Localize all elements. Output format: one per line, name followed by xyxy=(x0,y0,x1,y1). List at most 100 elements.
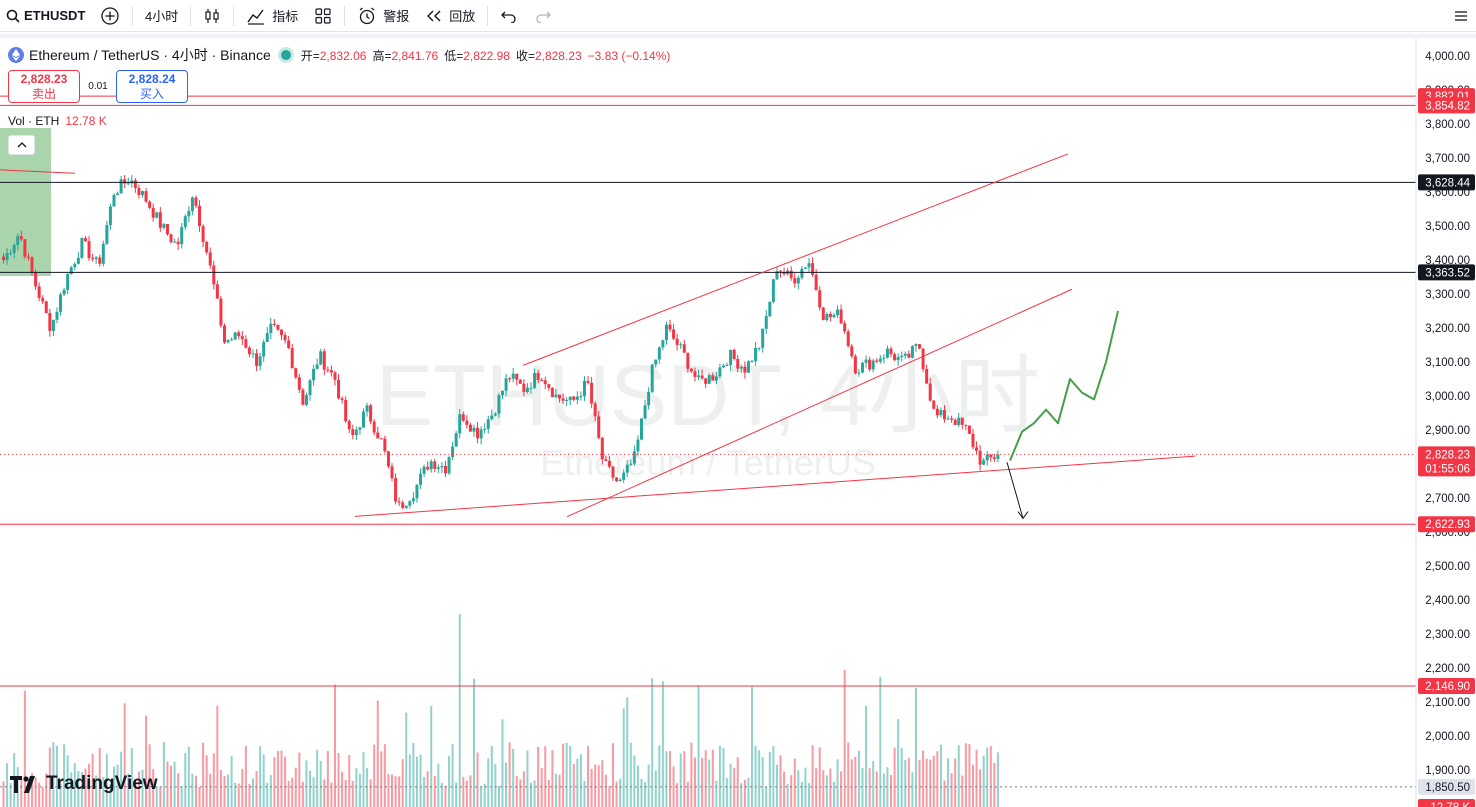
price-tick-label: 2,000.00 xyxy=(1425,731,1470,743)
volume-bar xyxy=(815,768,818,807)
volume-bar xyxy=(309,770,312,807)
candle-body xyxy=(939,410,943,416)
volume-bar xyxy=(159,786,162,807)
candle-body xyxy=(9,252,13,254)
candle-body xyxy=(237,332,241,337)
volume-bar xyxy=(401,759,404,807)
candle-body xyxy=(276,324,280,330)
volume-bar xyxy=(291,777,294,807)
projection-arrow-line xyxy=(1006,462,1024,519)
candle-body xyxy=(501,390,504,396)
candle-body xyxy=(433,461,437,469)
volume-bar xyxy=(137,771,140,807)
volume-bar xyxy=(41,786,44,807)
compare-button[interactable] xyxy=(92,0,128,32)
candle-body xyxy=(821,307,825,321)
volume-bar xyxy=(298,752,301,807)
candle-body xyxy=(190,197,194,211)
candle-body xyxy=(365,405,369,412)
volume-bar xyxy=(537,746,540,807)
menu-button[interactable] xyxy=(1446,0,1476,32)
volume-bar xyxy=(879,676,882,807)
chart-type-button[interactable] xyxy=(195,0,229,32)
candle-body xyxy=(718,367,722,377)
volume-bar xyxy=(145,715,148,807)
volume-bar xyxy=(155,786,158,807)
candle-body xyxy=(736,358,740,369)
candle-body xyxy=(572,396,576,400)
volume-bar xyxy=(982,755,985,807)
redo-button[interactable] xyxy=(526,0,560,32)
alert-button[interactable]: 警报 xyxy=(349,0,417,32)
market-open-icon xyxy=(280,50,291,60)
candle-body xyxy=(451,446,455,458)
candle-body xyxy=(668,324,672,330)
volume-bar xyxy=(622,708,625,807)
volume-bar xyxy=(900,747,903,807)
trend-line-upper-left xyxy=(0,169,76,174)
volume-bar xyxy=(27,784,30,807)
candle-body xyxy=(133,180,137,188)
collapse-legend-button[interactable] xyxy=(8,135,35,155)
undo-button[interactable] xyxy=(492,0,526,32)
candle-body xyxy=(522,383,526,392)
channel-upper-line xyxy=(522,153,1069,366)
buy-button[interactable]: 2,828.24 买入 xyxy=(116,70,188,103)
level-label-badge xyxy=(1418,97,1475,114)
volume-bar xyxy=(319,760,322,807)
indicators-button[interactable]: 指标 xyxy=(238,0,306,32)
volume-bar xyxy=(312,777,315,807)
volume-bar xyxy=(77,771,80,807)
volume-bar xyxy=(451,744,454,807)
candle-body xyxy=(857,372,861,374)
candle-body xyxy=(187,210,191,217)
volume-bar xyxy=(526,750,529,807)
candle-body xyxy=(283,335,287,341)
volume-bar xyxy=(141,769,144,807)
volume-legend[interactable]: Vol · ETH 12.78 K xyxy=(8,114,107,128)
price-axis: 4,000.003,900.003,800.003,700.003,600.00… xyxy=(1415,38,1476,807)
volume-bar xyxy=(348,755,351,807)
candle-body xyxy=(540,380,544,382)
volume-bar xyxy=(847,742,850,807)
candle-body xyxy=(116,193,120,195)
candle-body xyxy=(525,387,529,392)
forecast-curve xyxy=(1009,310,1119,461)
candle-body xyxy=(643,405,647,419)
symbol-search[interactable]: ETHUSDT xyxy=(0,8,92,23)
volume-bar xyxy=(227,774,230,807)
candle-body xyxy=(536,373,540,381)
level-label-badge xyxy=(1418,174,1475,191)
interval-button[interactable]: 4小时 xyxy=(137,0,186,32)
candle-body xyxy=(123,179,127,184)
volume-bar xyxy=(775,764,778,807)
search-icon xyxy=(6,9,20,23)
candle-body xyxy=(853,356,857,374)
candle-body xyxy=(590,382,594,404)
volume-bar xyxy=(658,745,661,807)
candle-body xyxy=(504,378,508,391)
countdown-text: 01:55:06 xyxy=(1425,463,1470,475)
replay-button[interactable]: 回放 xyxy=(417,0,483,32)
layouts-button[interactable] xyxy=(306,0,340,32)
candle-body xyxy=(411,498,415,502)
candle-body xyxy=(946,418,950,420)
volume-bar xyxy=(686,781,689,807)
tradingview-logo[interactable]: TradingView xyxy=(10,773,158,795)
candle-body xyxy=(272,323,276,325)
volume-bar xyxy=(284,756,287,807)
candle-body xyxy=(390,466,394,479)
sell-button[interactable]: 2,828.23 卖出 xyxy=(8,70,80,103)
price-tick-label: 3,400.00 xyxy=(1425,255,1470,267)
candle-body xyxy=(476,427,480,439)
candle-body xyxy=(322,351,326,370)
candle-body xyxy=(319,351,323,365)
candle-body xyxy=(244,339,248,348)
volume-bar xyxy=(540,768,543,807)
legend-title[interactable]: Ethereum / TetherUS · 4小时 · Binance xyxy=(29,47,271,63)
volume-bar xyxy=(194,775,197,807)
candle-body xyxy=(226,340,230,343)
candle-body xyxy=(148,201,152,208)
volume-bar xyxy=(996,752,999,807)
